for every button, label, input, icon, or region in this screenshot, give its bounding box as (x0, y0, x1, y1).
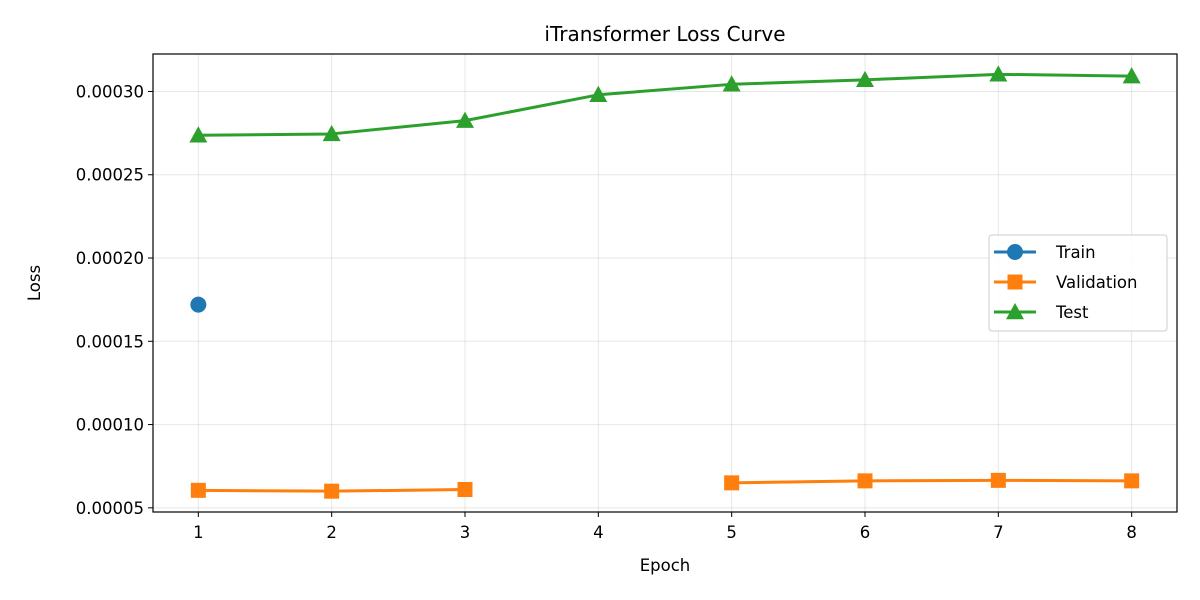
y-tick-label: 0.00015 (76, 332, 144, 351)
series-line-test (198, 72, 1132, 137)
x-tick-label: 7 (993, 523, 1004, 542)
data-point-train (190, 296, 207, 313)
y-axis-label: Loss (25, 265, 44, 301)
legend-entry-train: Train (994, 243, 1096, 262)
data-point-test (456, 111, 474, 128)
series-validation (190, 472, 1140, 499)
data-point-validation (857, 473, 873, 489)
data-point-test (1122, 67, 1141, 84)
legend-label-train: Train (1055, 243, 1096, 262)
series-train (190, 296, 207, 313)
legend-box (988, 234, 1168, 332)
y-tick-label: 0.00030 (76, 82, 144, 101)
y-tick-label: 0.00010 (76, 416, 144, 435)
data-point-test (589, 85, 608, 103)
legend-label-test: Test (1055, 303, 1089, 322)
data-point-test (189, 126, 208, 143)
x-tick-label: 5 (726, 523, 737, 542)
y-tick-label: 0.00025 (76, 166, 144, 185)
data-point-validation (190, 482, 206, 498)
legend-marker-validation (1007, 274, 1023, 290)
x-axis: 1 2 3 4 5 6 7 8 (193, 512, 1137, 542)
x-tick-label: 4 (593, 523, 604, 542)
x-tick-label: 3 (460, 523, 471, 542)
legend-label-validation: Validation (1056, 273, 1137, 292)
data-point-test (722, 75, 741, 92)
data-point-test (989, 65, 1008, 82)
y-tick-label: 0.00020 (76, 249, 144, 268)
x-tick-label: 2 (326, 523, 337, 542)
y-axis: 0.00005 0.00010 0.00015 0.00020 0.00025 0.000… (76, 82, 153, 518)
x-tick-label: 8 (1126, 523, 1137, 542)
x-axis-label: Epoch (640, 556, 691, 575)
chart-title: iTransformer Loss Curve (544, 22, 785, 46)
legend-entry-validation: Validation (994, 273, 1137, 292)
legend-marker-train (1007, 244, 1023, 260)
plot-frame (152, 53, 1178, 513)
series-layer (189, 65, 1141, 499)
legend-entry-test: Test (994, 303, 1089, 322)
y-tick-label: 0.00005 (76, 499, 144, 518)
data-point-validation (324, 483, 340, 499)
series-line-validation (731, 478, 1132, 485)
x-tick-label: 6 (860, 523, 871, 542)
data-point-test (856, 70, 874, 88)
series-test (189, 65, 1141, 143)
data-point-validation (724, 475, 740, 491)
legend-marker-test (1006, 303, 1024, 320)
data-point-test (322, 124, 341, 142)
data-point-validation (990, 472, 1006, 488)
data-point-validation (457, 482, 473, 498)
x-tick-label: 1 (193, 523, 204, 542)
data-point-validation (1124, 473, 1140, 489)
legend: Train Validation Test (988, 234, 1168, 332)
